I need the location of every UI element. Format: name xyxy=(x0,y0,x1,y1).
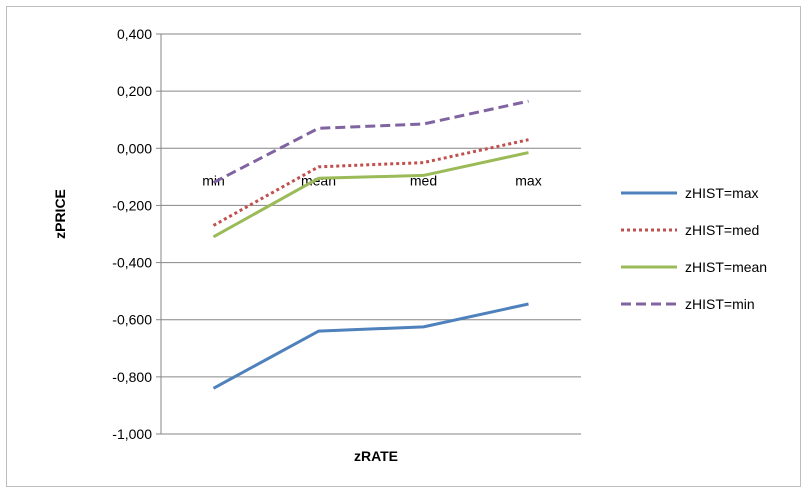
legend-label: zHIST=max xyxy=(685,185,759,201)
y-tick-label: -0,400 xyxy=(112,255,152,271)
x-axis-title: zRATE xyxy=(354,448,398,464)
legend: zHIST=max zHIST=med zHIST=mean zHIST=min xyxy=(621,185,767,312)
y-tick-label: -1,000 xyxy=(112,426,152,442)
chart-area: 0,400 0,200 0,000 -0,200 -0,400 -0,600 -0,800 -… xyxy=(6,6,801,487)
series-line-zhist-min xyxy=(212,99,529,184)
x-category-label: min xyxy=(202,172,225,188)
y-tick-label: -0,800 xyxy=(112,369,152,385)
y-tick-label: 0,400 xyxy=(117,26,152,42)
y-tick-label: -0,600 xyxy=(112,312,152,328)
series-line-zhist-max xyxy=(212,302,529,390)
y-tick-label: -0,200 xyxy=(112,197,152,213)
y-tick-label: 0,200 xyxy=(117,83,152,99)
legend-label: zHIST=mean xyxy=(685,259,767,275)
line-chart: 0,400 0,200 0,000 -0,200 -0,400 -0,600 -0,800 -… xyxy=(52,26,767,464)
y-tick-label: 0,000 xyxy=(117,140,152,156)
legend-label: zHIST=med xyxy=(685,222,759,238)
series-line-zhist-med xyxy=(212,138,529,227)
series-line-zhist-mean xyxy=(212,151,529,239)
legend-label: zHIST=min xyxy=(685,296,755,312)
y-axis-title: zPRICE xyxy=(52,189,68,239)
x-category-label: max xyxy=(515,172,541,188)
